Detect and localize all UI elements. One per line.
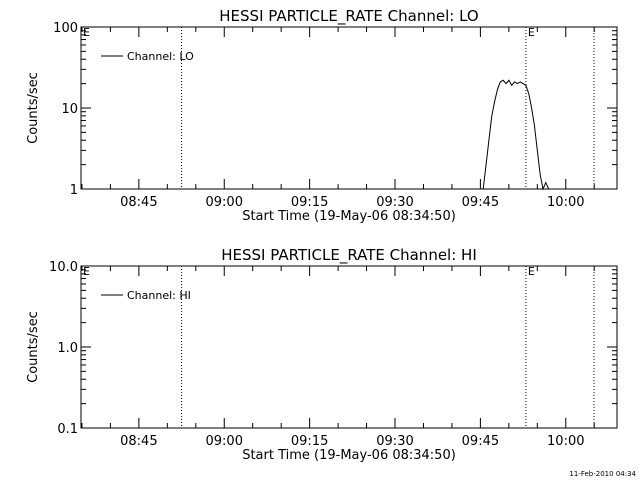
x-tick-label: 09:30: [376, 195, 413, 210]
x-tick-label: 08:45: [120, 434, 157, 449]
legend-entry: Channel: LO: [127, 50, 194, 63]
x-tick-label: 09:00: [206, 195, 243, 210]
y-axis-label: Counts/sec: [26, 311, 41, 383]
y-tick-label: 10.0: [49, 260, 78, 275]
series-line: [482, 79, 550, 191]
y-tick-label: 1: [70, 183, 78, 198]
y-tick-label: 10: [61, 102, 78, 117]
chart-title: HESSI PARTICLE_RATE Channel: HI: [221, 246, 477, 265]
x-axis-label: Start Time (19-May-06 08:34:50): [242, 209, 456, 224]
y-axis-label: Counts/sec: [26, 72, 41, 144]
x-tick-label: 10:00: [547, 434, 584, 449]
x-tick-label: 09:45: [462, 195, 499, 210]
x-axis-label: Start Time (19-May-06 08:34:50): [242, 448, 456, 463]
y-tick-label: 1.0: [57, 341, 78, 356]
event-marker-label: E: [528, 26, 535, 39]
x-tick-label: 08:45: [120, 195, 157, 210]
event-marker-label: E: [83, 265, 90, 278]
timestamp-footer: 11-Feb-2010 04:34: [569, 470, 636, 478]
x-tick-label: 09:30: [376, 434, 413, 449]
x-tick-label: 10:00: [547, 195, 584, 210]
event-marker-label: E: [83, 26, 90, 39]
x-tick-label: 09:45: [462, 434, 499, 449]
legend-entry: Channel: HI: [127, 289, 191, 302]
x-tick-label: 09:00: [206, 434, 243, 449]
x-tick-label: 09:15: [291, 434, 328, 449]
chart-title: HESSI PARTICLE_RATE Channel: LO: [219, 7, 478, 26]
x-tick-label: 09:15: [291, 195, 328, 210]
event-marker-label: E: [528, 265, 535, 278]
y-tick-label: 100: [53, 21, 78, 36]
y-tick-label: 0.1: [57, 422, 78, 437]
